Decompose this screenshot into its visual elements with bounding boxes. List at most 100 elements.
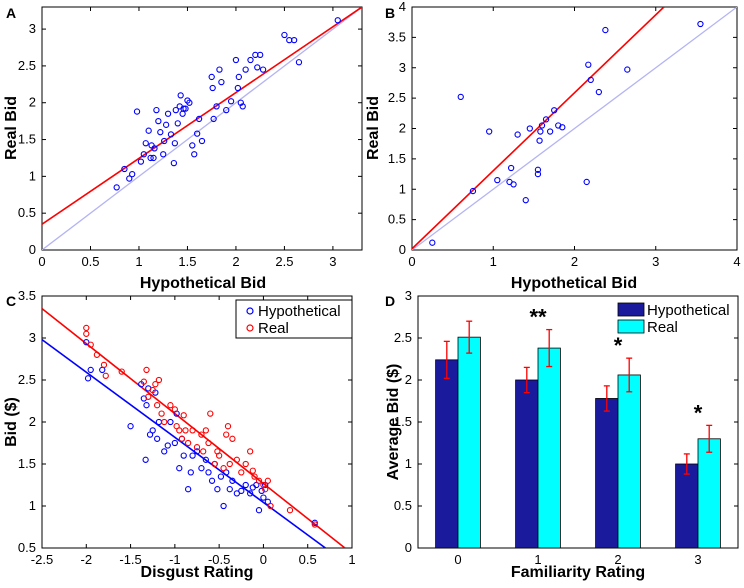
data-point-points (162, 121, 170, 128)
legend-label: Hypothetical (258, 303, 341, 320)
data-point-points (213, 103, 220, 110)
data-point-points (142, 140, 149, 147)
data-point-hypothetical (187, 469, 194, 476)
data-point-points (234, 84, 242, 92)
data-point-real (176, 427, 183, 434)
x-tick-label: 0 (38, 254, 45, 269)
data-point-hypothetical (193, 448, 201, 455)
data-point-real (224, 423, 232, 430)
data-point-real (158, 410, 165, 417)
data-point-points (587, 76, 594, 84)
data-point-points (534, 170, 542, 178)
data-point-points (140, 151, 147, 158)
data-point-real (155, 376, 163, 384)
y-tick-label: 1 (405, 456, 412, 471)
data-point-real (180, 412, 187, 419)
data-point-points (121, 165, 128, 173)
y-tick-label: 2.5 (18, 372, 36, 387)
fit-line-red (42, 7, 362, 225)
y-tick-label: 2.5 (394, 330, 412, 345)
bar-hypothetical (435, 359, 459, 548)
significance-marker: ** (529, 305, 547, 330)
panel-letter: C (6, 293, 16, 309)
data-point-real (152, 381, 159, 388)
data-point-points (254, 64, 261, 71)
data-point-points (174, 120, 181, 127)
data-point-points (157, 129, 164, 136)
plot-marks (412, 7, 737, 250)
data-point-hypothetical (149, 427, 156, 434)
panel-a: A 0 0.5 1 1.5 2 2.5 3 0 0.5 1 1.5 2 2.5 3 Hypothetical … (3, 5, 363, 292)
data-point-points (153, 106, 160, 114)
data-point-real (251, 473, 258, 480)
data-point-points (151, 145, 158, 152)
panel-b: B 0 0.5 1 1.5 2 2.5 3 3.5 4 0 1 2 3 4 Hypothetical Bid R… (365, 0, 741, 292)
y-tick-label: 3.5 (18, 288, 36, 303)
data-point-points (486, 128, 493, 135)
panel-letter: B (385, 5, 395, 21)
data-point-real (255, 477, 263, 484)
data-point-points (180, 105, 187, 112)
data-point-points (429, 239, 436, 246)
data-point-points (585, 61, 592, 68)
data-point-hypothetical (164, 442, 171, 449)
legend-swatch (617, 319, 645, 334)
data-point-hypothetical (184, 486, 192, 493)
data-point-points (164, 110, 172, 117)
data-point-hypothetical (161, 448, 168, 455)
data-point-points (457, 93, 464, 101)
data-point-points (526, 125, 533, 132)
y-tick-label: 2 (405, 372, 412, 387)
data-point-real (140, 378, 148, 385)
data-point-real (246, 448, 254, 455)
data-point-points (177, 92, 184, 99)
y-tick-label: 4 (399, 0, 406, 14)
data-point-points (113, 184, 120, 191)
y-tick-label: 0 (29, 242, 36, 257)
data-point-real (171, 406, 179, 413)
bar-hypothetical (675, 463, 699, 548)
data-point-hypothetical (220, 502, 227, 510)
x-tick-label: -0.5 (208, 552, 230, 567)
y-axis-title: Average Bid ($) (385, 364, 402, 481)
data-point-points (155, 117, 162, 125)
x-tick-label: 3 (694, 552, 701, 567)
data-point-real (83, 324, 90, 332)
data-point-points (247, 56, 254, 64)
x-axis-title: Disgust Rating (141, 564, 254, 581)
y-axis-title: Real Bid (3, 96, 20, 160)
data-point-real (93, 351, 101, 358)
data-point-points (602, 26, 609, 34)
data-point-points (189, 142, 196, 149)
legend-label: Real (647, 319, 678, 336)
data-point-points (223, 106, 230, 114)
data-point-real (264, 477, 272, 484)
legend-marker (246, 307, 254, 315)
data-point-points (295, 59, 303, 66)
data-point-real (286, 507, 294, 514)
data-point-real (87, 341, 94, 348)
data-point-hypothetical (143, 402, 150, 409)
y-tick-label: 0.5 (18, 205, 36, 220)
legend-label: Real (258, 320, 289, 337)
plot-marks (435, 320, 721, 548)
data-point-real (118, 368, 125, 375)
data-point-real (182, 427, 189, 434)
y-tick-label: 1.5 (394, 414, 412, 429)
data-point-real (149, 386, 156, 394)
data-point-hypothetical (87, 366, 94, 374)
x-tick-label: 1 (490, 254, 497, 269)
data-point-points (334, 17, 341, 24)
data-point-real (100, 361, 108, 369)
data-point-points (129, 171, 136, 178)
data-point-points (235, 73, 242, 81)
data-point-points (210, 115, 217, 123)
data-point-points (259, 66, 267, 73)
bar-hypothetical (595, 398, 619, 548)
data-point-hypothetical (167, 418, 174, 426)
data-point-points (147, 154, 154, 162)
data-point-points (170, 159, 178, 167)
data-point-hypothetical (260, 494, 267, 501)
